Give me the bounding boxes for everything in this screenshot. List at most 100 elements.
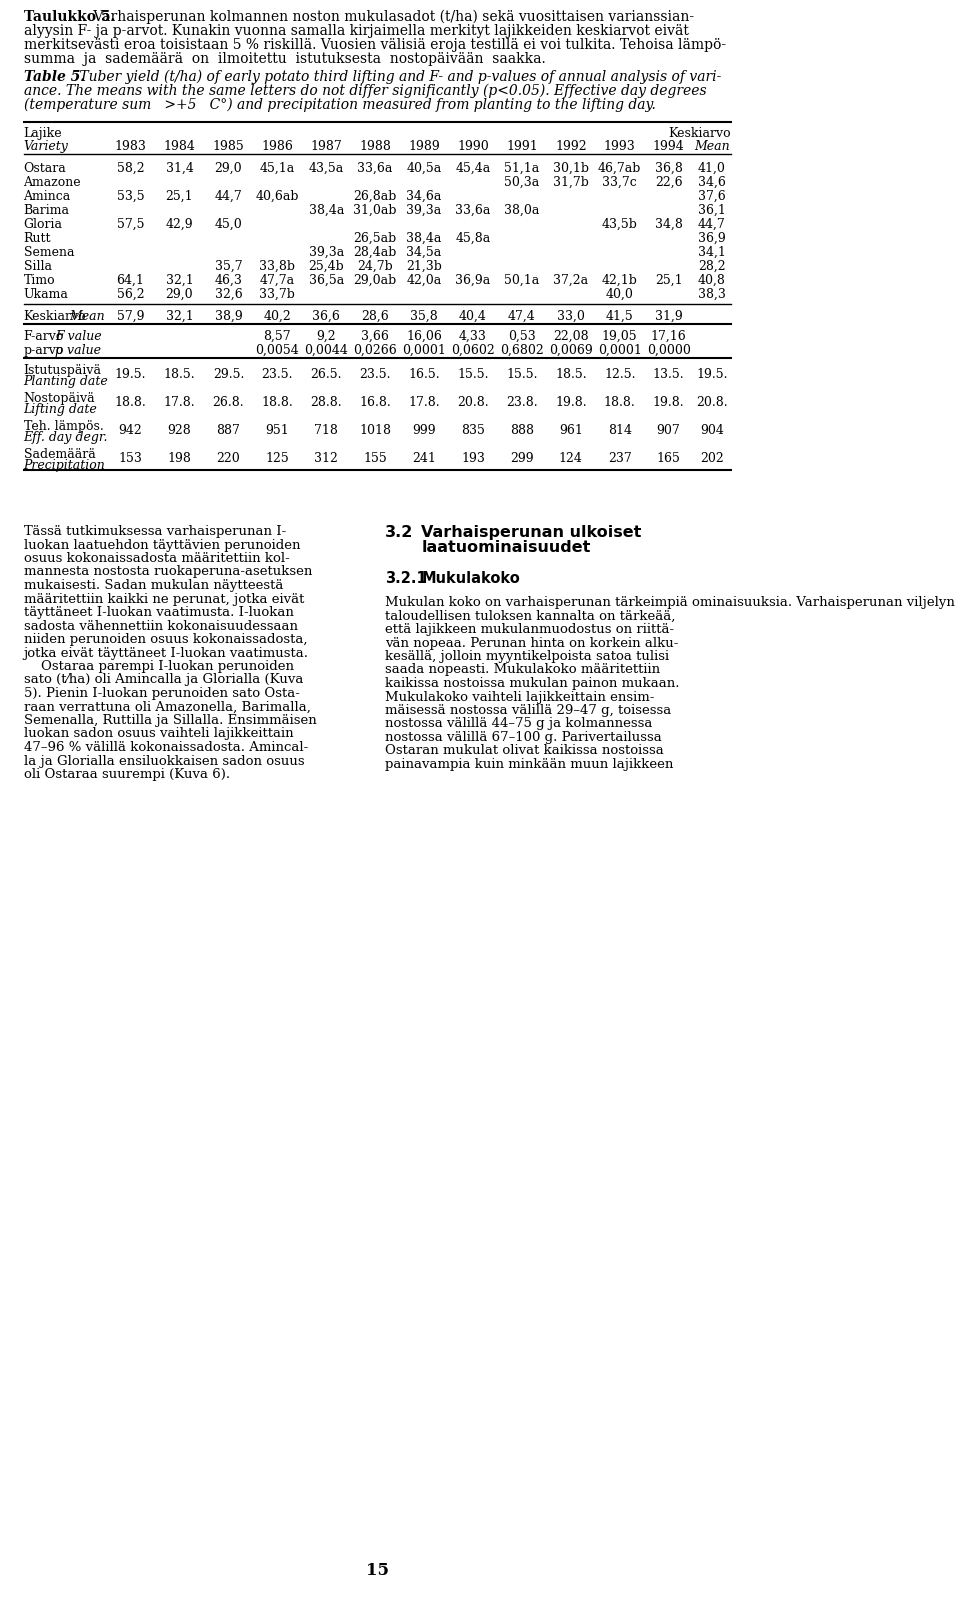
Text: 928: 928 [168,423,191,438]
Text: kesällä, jolloin myyntikelpoista satoa tulisi: kesällä, jolloin myyntikelpoista satoa t… [385,650,669,663]
Text: osuus kokonaissadosta määritettiin kol-: osuus kokonaissadosta määritettiin kol- [24,553,289,565]
Text: 40,5a: 40,5a [406,161,442,176]
Text: Gloria: Gloria [24,219,62,232]
Text: 18.5.: 18.5. [555,367,587,382]
Text: 33,7c: 33,7c [602,176,637,188]
Text: 40,6ab: 40,6ab [255,190,300,203]
Text: 34,6a: 34,6a [406,190,442,203]
Text: mäisessä nostossa välillä 29–47 g, toisessa: mäisessä nostossa välillä 29–47 g, toise… [385,704,671,717]
Text: taloudellisen tuloksen kannalta on tärkeää,: taloudellisen tuloksen kannalta on tärke… [385,610,676,623]
Text: 40,8: 40,8 [698,275,726,287]
Text: merkitsevästi eroa toisistaan 5 % riskillä. Vuosien välisiä eroja testillä ei vo: merkitsevästi eroa toisistaan 5 % riskil… [24,38,726,53]
Text: 18.5.: 18.5. [163,367,195,382]
Text: 36,6: 36,6 [312,310,340,323]
Text: 39,3a: 39,3a [308,246,344,259]
Text: 28,6: 28,6 [361,310,389,323]
Text: sato (t⁄ha) oli Amincalla ja Glorialla (Kuva: sato (t⁄ha) oli Amincalla ja Glorialla (… [24,674,303,687]
Text: 299: 299 [510,452,534,465]
Text: 46,7ab: 46,7ab [598,161,641,176]
Text: 17,16: 17,16 [651,331,686,343]
Text: 4,33: 4,33 [459,331,487,343]
Text: 1018: 1018 [359,423,391,438]
Text: 45,8a: 45,8a [455,232,491,244]
Text: 31,0ab: 31,0ab [353,204,396,217]
Text: 34,8: 34,8 [655,219,683,232]
Text: 153: 153 [119,452,142,465]
Text: kaikissa nostoissa mukulan painon mukaan.: kaikissa nostoissa mukulan painon mukaan… [385,677,680,690]
Text: 18.8.: 18.8. [604,396,636,409]
Text: Semenalla, Ruttilla ja Sillalla. Ensimmäisen: Semenalla, Ruttilla ja Sillalla. Ensimmä… [24,714,317,727]
Text: 33,7b: 33,7b [259,287,296,300]
Text: 42,9: 42,9 [166,219,193,232]
Text: 28.8.: 28.8. [310,396,342,409]
Text: 25,1: 25,1 [166,190,193,203]
Text: 1985: 1985 [212,141,244,153]
Text: nostossa välillä 44–75 g ja kolmannessa: nostossa välillä 44–75 g ja kolmannessa [385,717,653,730]
Text: 31,7b: 31,7b [553,176,588,188]
Text: Teh. lämpös.: Teh. lämpös. [24,420,104,433]
Text: 29,0: 29,0 [166,287,193,300]
Text: 31,4: 31,4 [165,161,193,176]
Text: 45,4a: 45,4a [455,161,491,176]
Text: 20.8.: 20.8. [696,396,728,409]
Text: 3,66: 3,66 [361,331,389,343]
Text: 12.5.: 12.5. [604,367,636,382]
Text: 38,9: 38,9 [214,310,242,323]
Text: 34,1: 34,1 [698,246,726,259]
Text: 312: 312 [314,452,338,465]
Text: 18.8.: 18.8. [114,396,147,409]
Text: 35,7: 35,7 [215,260,242,273]
Text: 57,5: 57,5 [117,219,144,232]
Text: Semena: Semena [24,246,74,259]
Text: 5). Pienin I-luokan perunoiden sato Osta-: 5). Pienin I-luokan perunoiden sato Osta… [24,687,300,699]
Text: 0,0602: 0,0602 [451,343,494,358]
Text: 40,4: 40,4 [459,310,487,323]
Text: 3.2.1: 3.2.1 [385,572,427,586]
Text: 0,53: 0,53 [508,331,536,343]
Text: 44,7: 44,7 [698,219,726,232]
Text: Nostopäivä: Nostopäivä [24,391,95,406]
Text: 1983: 1983 [114,141,147,153]
Text: 26.8.: 26.8. [212,396,244,409]
Text: 193: 193 [461,452,485,465]
Text: 0,0054: 0,0054 [255,343,300,358]
Text: 814: 814 [608,423,632,438]
Text: 32,1: 32,1 [165,275,193,287]
Text: 46,3: 46,3 [214,275,242,287]
Text: 155: 155 [363,452,387,465]
Text: p value: p value [55,343,101,358]
Text: summa  ja  sademäärä  on  ilmoitettu  istutuksesta  nostopäivään  saakka.: summa ja sademäärä on ilmoitettu istutuk… [24,53,545,65]
Text: 47,4: 47,4 [508,310,536,323]
Text: 38,4a: 38,4a [308,204,344,217]
Text: 32,6: 32,6 [214,287,242,300]
Text: 1993: 1993 [604,141,636,153]
Text: 9,2: 9,2 [317,331,336,343]
Text: 16.8.: 16.8. [359,396,391,409]
Text: 202: 202 [700,452,724,465]
Text: nostossa välillä 67–100 g. Parivertailussa: nostossa välillä 67–100 g. Parivertailus… [385,731,661,744]
Text: 0,0000: 0,0000 [647,343,690,358]
Text: 835: 835 [461,423,485,438]
Text: vän nopeaa. Perunan hinta on korkein alku-: vän nopeaa. Perunan hinta on korkein alk… [385,637,679,650]
Text: 37,6: 37,6 [698,190,726,203]
Text: 22,6: 22,6 [655,176,683,188]
Text: 19.8.: 19.8. [555,396,587,409]
Text: Timo: Timo [24,275,55,287]
Text: 16.5.: 16.5. [408,367,440,382]
Text: Tässä tutkimuksessa varhaisperunan I-: Tässä tutkimuksessa varhaisperunan I- [24,525,286,538]
Text: 1988: 1988 [359,141,391,153]
Text: 165: 165 [657,452,681,465]
Text: 38,4a: 38,4a [406,232,442,244]
Text: 57,9: 57,9 [117,310,144,323]
Text: 942: 942 [119,423,142,438]
Text: 26,5ab: 26,5ab [353,232,396,244]
Text: 23.5.: 23.5. [359,367,391,382]
Text: 907: 907 [657,423,681,438]
Text: 25,1: 25,1 [655,275,683,287]
Text: Lifting date: Lifting date [24,402,97,415]
Text: 18.8.: 18.8. [261,396,293,409]
Text: niiden perunoiden osuus kokonaissadosta,: niiden perunoiden osuus kokonaissadosta, [24,632,307,647]
Text: 1994: 1994 [653,141,684,153]
Text: 40,0: 40,0 [606,287,634,300]
Text: 42,0a: 42,0a [406,275,442,287]
